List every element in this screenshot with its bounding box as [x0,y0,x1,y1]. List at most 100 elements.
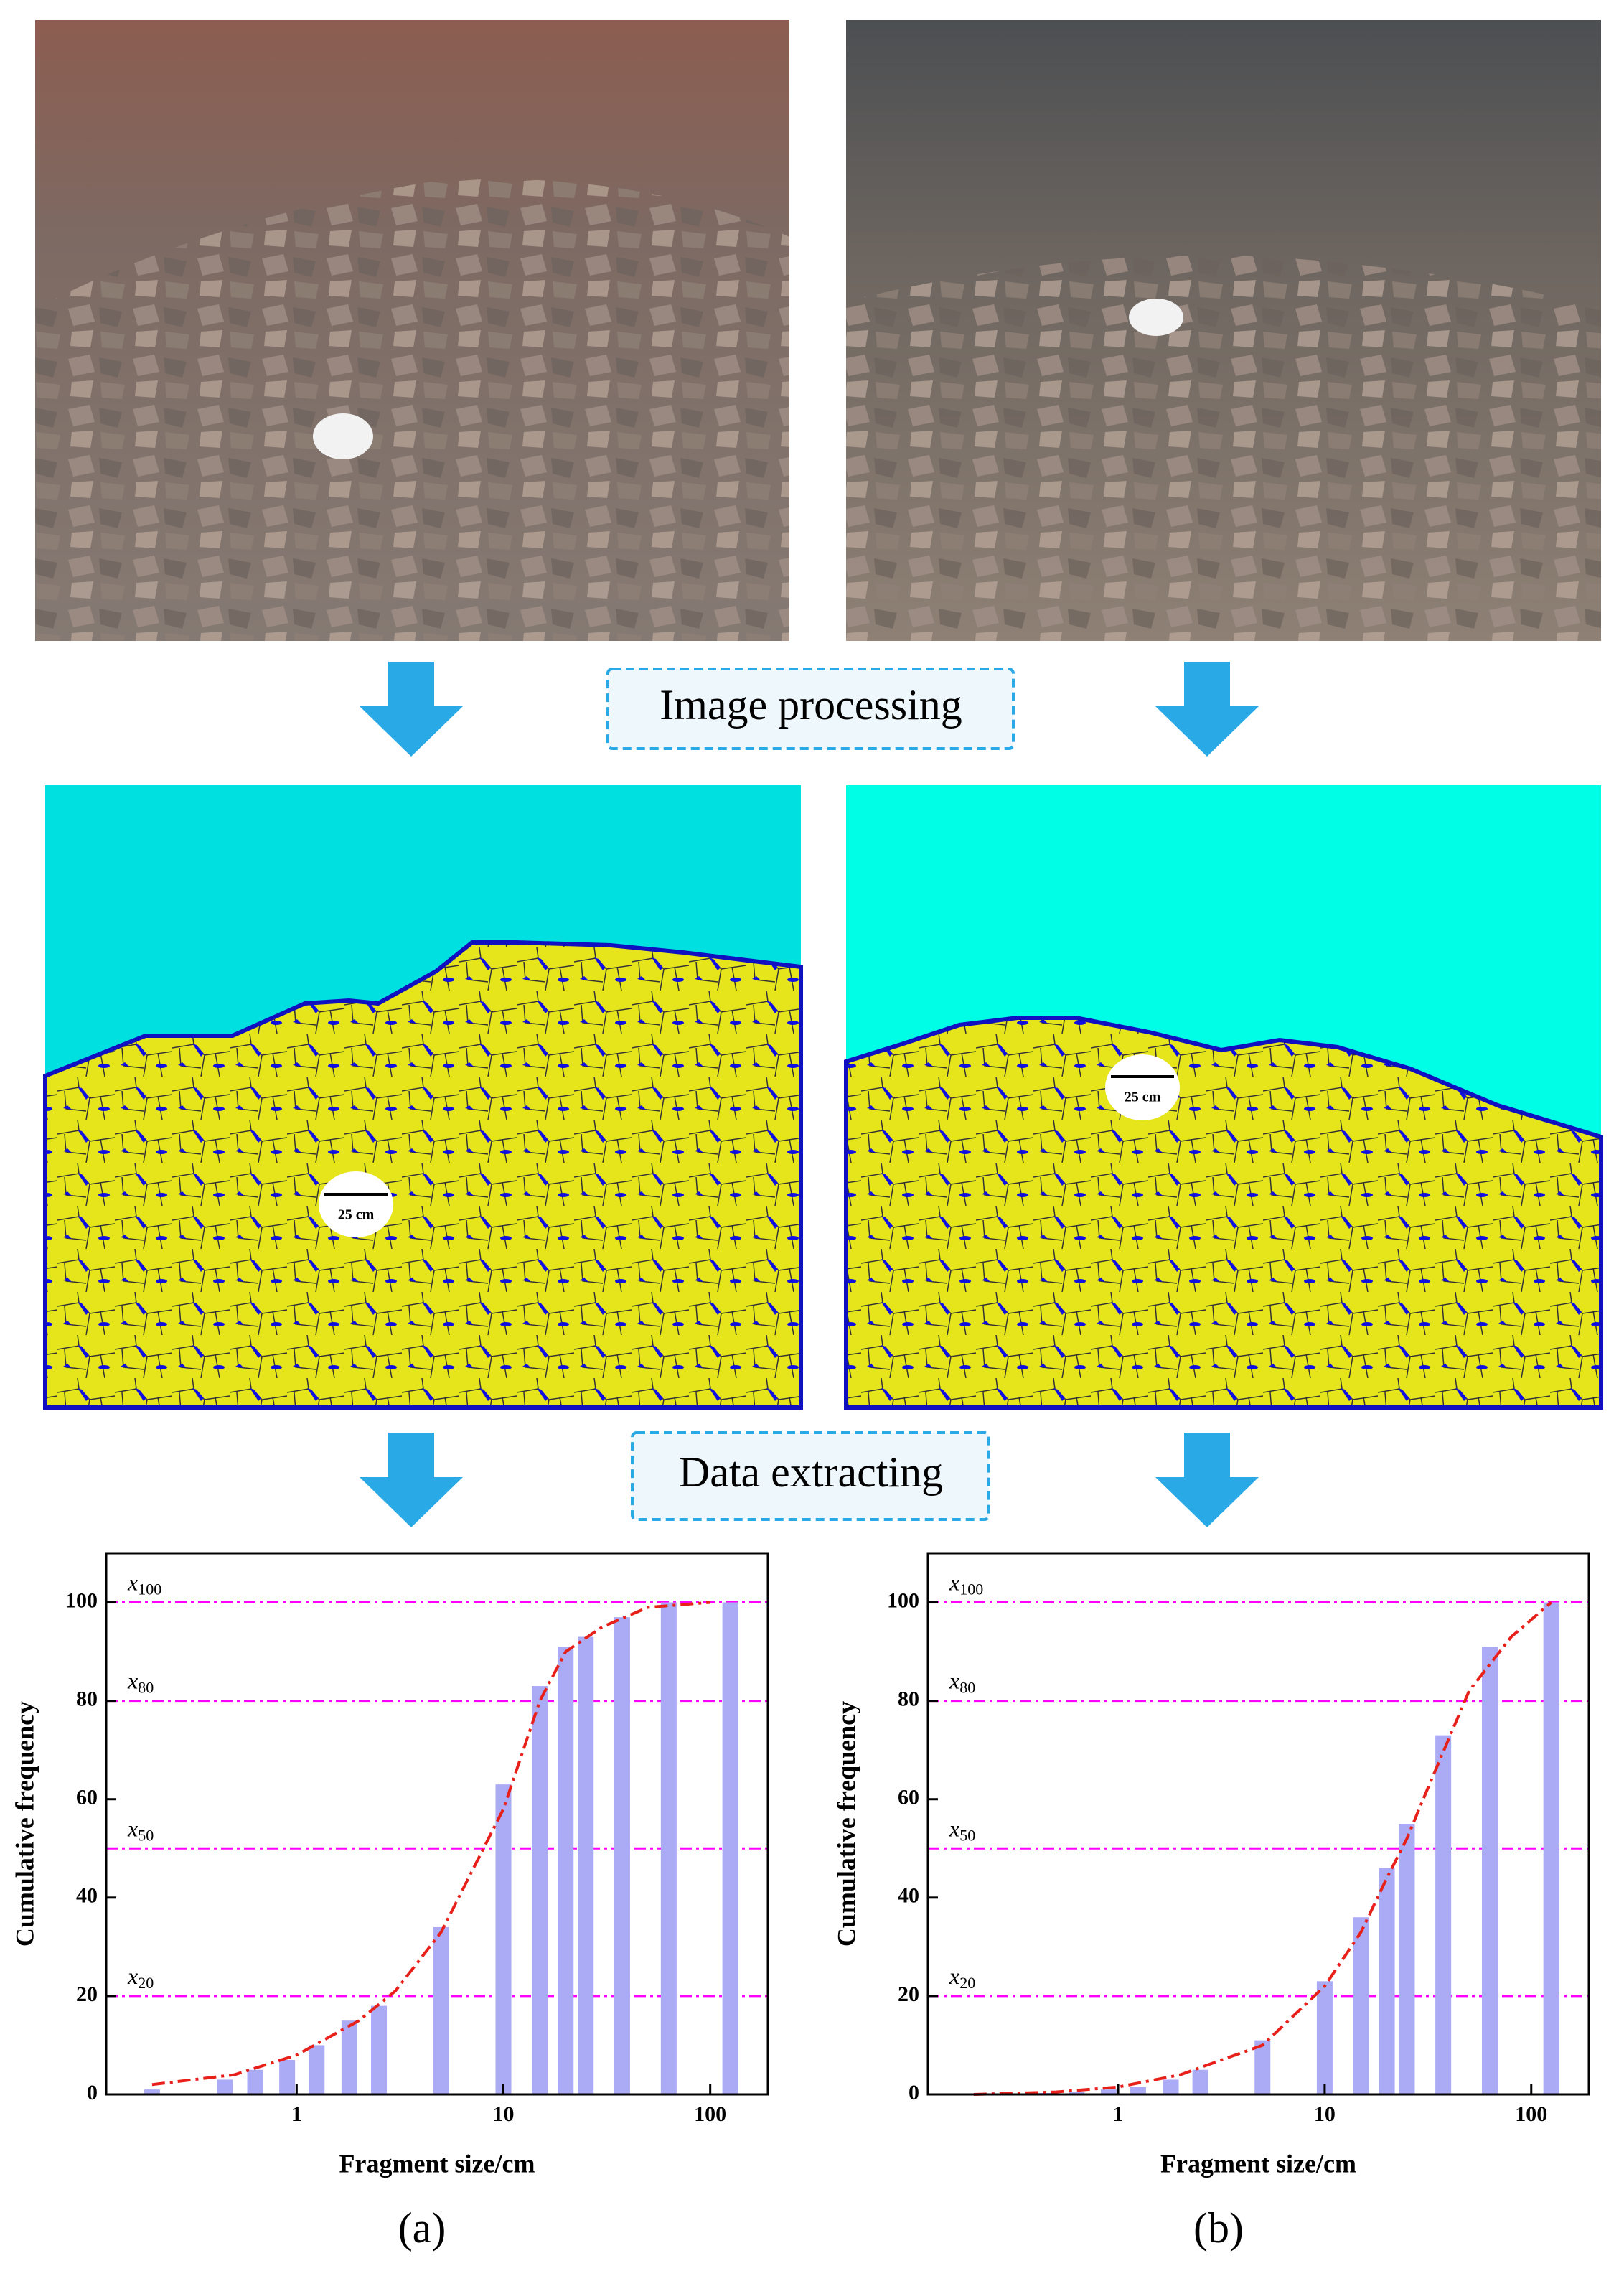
y-tick-label: 60 [76,1786,98,1809]
reference-subscript: 100 [138,1580,161,1598]
reference-subscript: 50 [959,1826,975,1844]
bar [578,1636,594,2094]
helmet-b [1129,299,1183,336]
flow-arrow [1155,662,1259,757]
x-tick-label: 100 [694,2102,726,2126]
step-label: Data extracting [679,1448,943,1496]
fragments-a [43,940,803,1410]
fit-curve [151,1601,710,2087]
y-tick-label: 80 [76,1687,98,1711]
x-tick-label: 100 [1515,2102,1547,2126]
reference-symbol: x [127,1963,138,1989]
bar [660,1602,677,2094]
reference-label: x50 [127,1816,154,1845]
reference-symbol: x [949,1570,959,1596]
bar [1435,1735,1452,2094]
bar [309,2045,325,2094]
reference-subscript: 50 [138,1826,154,1844]
bar [558,1647,574,2094]
y-tick-label: 100 [887,1588,919,1612]
reference-label: x100 [949,1570,983,1598]
bar [1163,2079,1179,2094]
y-tick-label: 20 [898,1982,919,2006]
step-box [631,1431,990,1521]
bar [247,2069,263,2094]
rock-pile-a [35,179,789,641]
bar [1192,2069,1208,2094]
y-tick-label: 20 [76,1982,98,2006]
scale-label: 25 cm [338,1207,375,1223]
y-tick-label: 100 [65,1588,98,1612]
y-tick-label: 0 [87,2081,98,2104]
bar [495,1784,512,2094]
y-tick-label: 40 [898,1884,919,1908]
rock-pile-b [846,256,1601,641]
reference-label: x80 [949,1668,975,1697]
reference-label: x100 [127,1570,161,1598]
scale-label: 25 cm [1125,1090,1161,1105]
x-tick-label: 1 [1113,2102,1124,2126]
bar [279,2060,296,2094]
fragments-b [844,1016,1603,1410]
fit-curve [973,1601,1553,2096]
x-tick-label: 10 [493,2102,515,2126]
x-tick-label: 10 [1314,2102,1336,2126]
bar [1543,1602,1559,2094]
reference-symbol: x [127,1570,138,1596]
reference-label: x20 [127,1963,154,1992]
bar [722,1602,738,2094]
reference-subscript: 80 [959,1679,975,1697]
bar [1379,1868,1395,2094]
y-tick-label: 80 [898,1687,919,1711]
bar [1399,1824,1415,2094]
panel-label: (a) [398,2204,446,2252]
reference-symbol: x [127,1668,138,1694]
step-box [606,668,1015,750]
reference-symbol: x [949,1963,959,1989]
flow-arrow [360,1433,463,1527]
reference-subscript: 20 [138,1974,154,1992]
scale-disc-a [319,1171,393,1237]
panel-label: (b) [1193,2204,1244,2252]
reference-symbol: x [949,1816,959,1842]
reference-label: x50 [949,1816,975,1845]
reference-subscript: 100 [959,1580,983,1598]
y-tick-label: 60 [898,1786,919,1809]
plot-frame [926,1552,1590,2096]
y-axis-title: Cumulative frequency [832,1701,860,1947]
bar [341,2020,357,2094]
bar [1254,2040,1271,2094]
bar [1482,1647,1498,2094]
reference-symbol: x [949,1668,959,1694]
reference-label: x80 [127,1668,154,1697]
bar [1353,1917,1369,2094]
bar [217,2079,233,2094]
flow-arrow [1155,1433,1259,1527]
reference-label: x20 [949,1963,975,1992]
bar [371,2005,388,2094]
bar [614,1617,630,2094]
reference-symbol: x [127,1816,138,1842]
x-axis-title: Fragment size/cm [1160,2149,1356,2178]
x-axis-title: Fragment size/cm [339,2149,535,2178]
bar [1316,1981,1333,2094]
bar [532,1686,548,2094]
reference-subscript: 80 [138,1679,154,1697]
reference-subscript: 20 [959,1974,975,1992]
bar [144,2089,160,2094]
x-tick-label: 1 [291,2102,302,2126]
y-axis-title: Cumulative frequency [10,1701,39,1947]
scale-disc-b [1105,1054,1180,1120]
step-label: Image processing [660,681,962,729]
bar [1130,2087,1146,2094]
plot-frame [105,1552,769,2096]
bar [1100,2089,1117,2094]
flow-arrow [360,662,463,757]
bar [1069,2092,1085,2094]
y-tick-label: 40 [76,1884,98,1908]
y-tick-label: 0 [909,2081,919,2104]
bar [433,1926,449,2094]
